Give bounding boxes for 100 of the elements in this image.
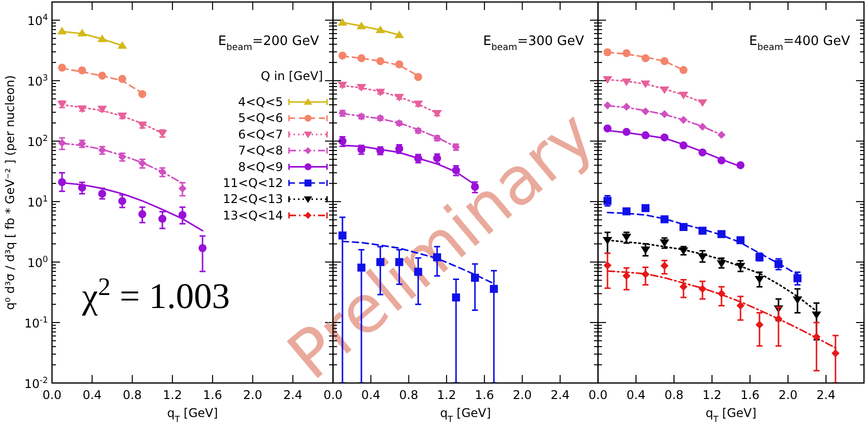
x-tick-label: 2.4 <box>283 388 302 402</box>
x-tick-label: 1.2 <box>162 388 182 402</box>
legend-label: 8<Q<9 <box>238 160 283 174</box>
point <box>698 226 706 235</box>
point <box>602 76 612 84</box>
point <box>736 302 744 310</box>
point <box>118 197 126 206</box>
point <box>660 86 670 94</box>
point <box>97 106 107 114</box>
point <box>58 139 66 148</box>
point <box>395 60 404 68</box>
point <box>642 270 650 278</box>
y-tick-label: 10$^{0}$ <box>27 254 48 270</box>
x-tick-label: 0.8 <box>664 388 684 402</box>
x-tick-label: 0.0 <box>42 388 62 402</box>
point <box>58 178 66 186</box>
point <box>357 54 366 62</box>
point <box>680 141 688 150</box>
point <box>660 215 668 224</box>
point <box>622 102 630 111</box>
point <box>376 57 384 66</box>
point <box>622 49 630 58</box>
x-tick-label: 0.4 <box>82 388 102 402</box>
point <box>622 128 630 136</box>
point <box>812 311 822 320</box>
y-tick-label: 10$^{-1}$ <box>24 314 48 331</box>
annotation: χ$^{2}$ = 1.003 <box>81 274 230 316</box>
point <box>394 30 404 38</box>
point <box>736 161 744 170</box>
point <box>57 26 67 34</box>
point <box>97 34 107 42</box>
x-tick-label: 0.4 <box>361 388 380 402</box>
point <box>622 207 630 216</box>
point <box>338 18 348 26</box>
y-tick-label: 10$^{1}$ <box>27 194 48 210</box>
point <box>78 66 86 74</box>
point <box>832 349 840 358</box>
point <box>640 80 650 88</box>
legend-label: 4<Q<5 <box>238 95 283 109</box>
point <box>178 184 186 192</box>
point <box>718 290 726 298</box>
legend-label: 6<Q<7 <box>238 127 283 142</box>
x-tick-label: 1.6 <box>474 388 494 402</box>
point <box>698 253 708 262</box>
point <box>698 148 706 156</box>
point <box>698 99 708 107</box>
legend-label: 13<Q<14 <box>222 208 283 222</box>
y-tick-label: 10$^{-2}$ <box>24 375 48 391</box>
point <box>642 131 650 140</box>
text: E$_{beam}$=300 GeV <box>483 34 584 53</box>
point <box>138 90 146 98</box>
x-axis-title: q$_{T}$ [GeV] <box>167 406 218 424</box>
legend-label: 5<Q<6 <box>238 111 283 126</box>
point <box>178 211 186 220</box>
point <box>158 214 166 223</box>
point <box>604 48 612 56</box>
point <box>698 122 706 131</box>
point <box>698 284 706 293</box>
point <box>754 276 764 284</box>
point <box>680 223 688 232</box>
point <box>394 94 404 102</box>
point <box>622 78 632 86</box>
point <box>356 84 366 92</box>
point <box>718 230 726 238</box>
x-tick-label: 2.0 <box>243 388 262 402</box>
point <box>660 57 668 66</box>
point <box>376 26 386 34</box>
point <box>604 124 612 132</box>
x-axis-title: q$_{T}$ [GeV] <box>706 406 756 424</box>
point <box>716 260 726 268</box>
point <box>678 92 688 100</box>
point <box>604 261 612 270</box>
point <box>602 236 612 245</box>
x-axis-title: q$_{T}$ [GeV] <box>440 406 491 424</box>
legend-label: 7<Q<8 <box>238 144 283 158</box>
point <box>118 74 126 83</box>
point <box>77 28 87 36</box>
point <box>680 116 688 124</box>
x-tick-label: 1.2 <box>437 388 456 402</box>
point <box>756 320 764 329</box>
point <box>414 73 422 81</box>
x-tick-label: 1.2 <box>702 388 722 402</box>
point <box>718 156 726 164</box>
y-tick-label: 10$^{4}$ <box>27 12 48 28</box>
x-tick-label: 1.6 <box>740 388 760 402</box>
point <box>622 272 630 280</box>
legend-label: 12<Q<13 <box>222 192 283 206</box>
point <box>98 72 106 80</box>
point <box>338 52 346 60</box>
point <box>58 64 66 72</box>
point <box>680 66 688 74</box>
point <box>642 204 650 212</box>
point <box>376 88 386 96</box>
point <box>98 190 106 198</box>
point <box>78 184 86 192</box>
point <box>77 105 87 114</box>
point <box>604 101 612 110</box>
y-tick-label: 10$^{2}$ <box>27 133 48 150</box>
point <box>640 246 650 254</box>
point <box>660 133 668 142</box>
